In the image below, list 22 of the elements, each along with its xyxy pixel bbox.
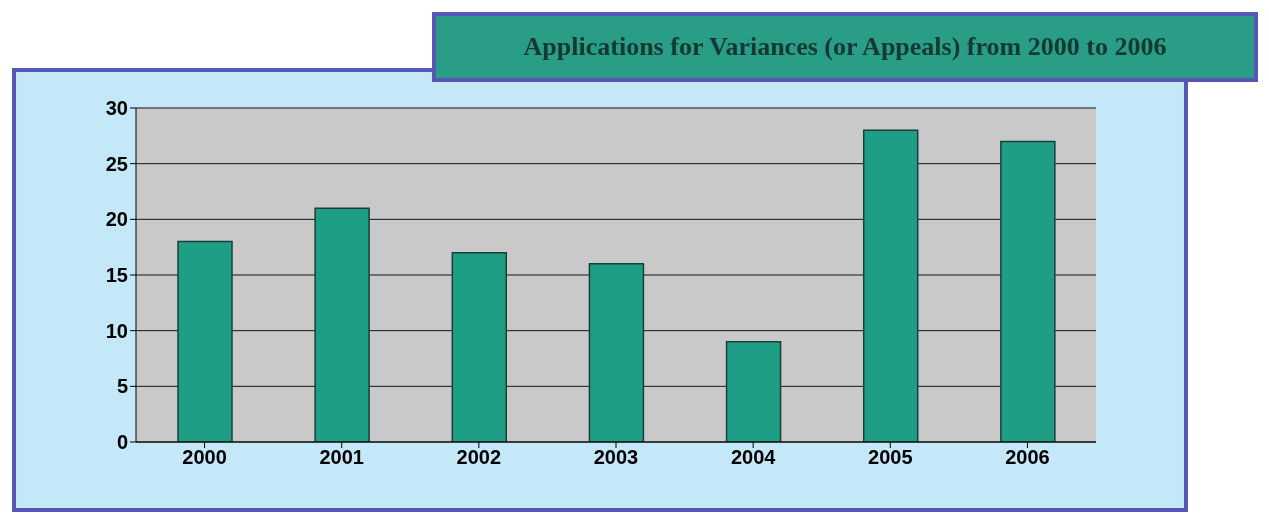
bar xyxy=(862,129,919,442)
x-tick-label: 2003 xyxy=(593,446,639,469)
y-tick-label: 20 xyxy=(105,208,128,231)
chart-title: Applications for Variances (or Appeals) from 2000 to 2006 xyxy=(523,32,1167,62)
y-tick-label: 25 xyxy=(105,152,128,175)
x-tick-label: 2000 xyxy=(182,446,227,469)
x-tick-label: 2005 xyxy=(868,446,913,469)
bar xyxy=(451,251,508,442)
y-tick-label: 30 xyxy=(105,97,128,120)
y-tick-label: 10 xyxy=(105,319,128,342)
y-tick-label: 5 xyxy=(116,375,128,398)
x-tick-label: 2004 xyxy=(730,446,777,469)
y-tick-label: 0 xyxy=(116,431,128,454)
x-tick-label: 2002 xyxy=(456,446,502,469)
bar xyxy=(314,207,370,442)
x-tick-label: 2001 xyxy=(319,446,364,469)
x-tick-label: 2006 xyxy=(1005,446,1050,469)
bar xyxy=(1000,140,1056,442)
bar xyxy=(177,240,233,442)
bar xyxy=(725,341,782,442)
bar xyxy=(588,263,645,442)
y-tick-label: 15 xyxy=(105,264,128,287)
